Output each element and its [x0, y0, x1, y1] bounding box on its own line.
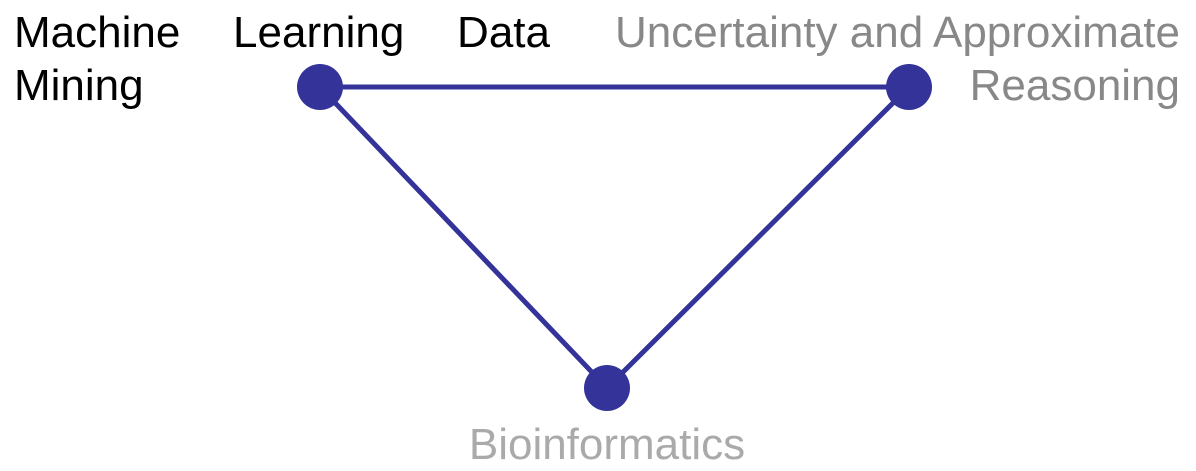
node-label: Bioinformatics	[468, 420, 746, 469]
edge	[318, 85, 609, 390]
node-label: Machine Learning Data Mining	[14, 8, 550, 110]
node-label: Uncertainty and Approximate Reasoning	[615, 8, 1180, 110]
edge	[605, 85, 911, 390]
node	[297, 64, 343, 110]
node	[584, 365, 630, 411]
node	[886, 64, 932, 110]
